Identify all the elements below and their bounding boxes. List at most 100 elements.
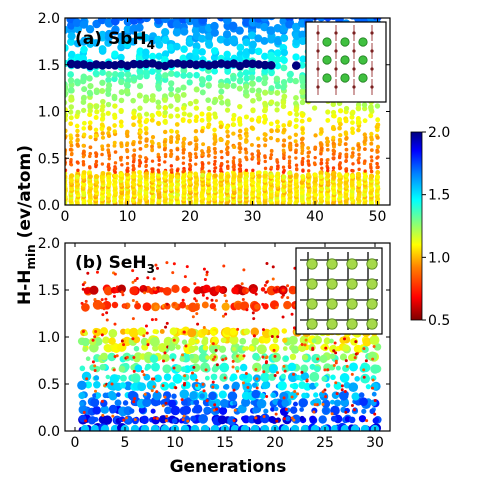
data-point — [273, 354, 277, 358]
data-point — [135, 277, 139, 281]
data-point — [350, 130, 355, 135]
data-point — [205, 399, 209, 403]
data-point — [213, 166, 217, 170]
data-point — [84, 419, 88, 423]
data-point — [175, 174, 180, 180]
data-point — [223, 83, 231, 90]
data-point — [179, 356, 185, 362]
data-point — [159, 329, 165, 334]
data-point — [99, 79, 106, 86]
data-point — [171, 418, 178, 424]
data-point — [189, 353, 195, 359]
data-point — [301, 392, 308, 399]
data-point — [276, 371, 280, 375]
data-point — [105, 91, 112, 97]
data-point — [351, 169, 355, 173]
data-point — [285, 416, 291, 422]
data-point — [309, 363, 316, 370]
data-point — [254, 47, 263, 56]
data-point — [193, 282, 197, 286]
data-point — [290, 416, 294, 420]
data-point — [81, 154, 86, 159]
data-point — [69, 143, 74, 148]
data-point — [282, 396, 286, 400]
data-point — [251, 382, 258, 388]
data-point — [236, 369, 240, 373]
data-point — [274, 101, 280, 107]
data-point — [175, 155, 180, 159]
data-point — [292, 418, 296, 422]
data-point — [219, 406, 228, 415]
data-point — [312, 161, 317, 165]
data-point — [99, 363, 106, 371]
data-point — [144, 156, 148, 160]
data-point — [112, 143, 117, 148]
data-point — [219, 164, 223, 168]
data-point — [112, 368, 116, 372]
data-point — [251, 155, 255, 160]
data-point — [321, 399, 331, 409]
data-point — [293, 132, 299, 137]
data-point — [93, 380, 101, 389]
data-point — [343, 390, 347, 394]
data-point — [315, 403, 319, 407]
data-point — [102, 415, 113, 425]
y-tick-label: 1.0 — [38, 330, 60, 346]
data-point — [210, 298, 214, 302]
data-point — [299, 137, 305, 142]
band-point — [135, 60, 145, 69]
data-point — [282, 364, 286, 368]
data-point — [101, 313, 105, 317]
data-point — [241, 415, 251, 424]
data-point — [300, 113, 306, 119]
data-point — [155, 104, 162, 110]
panel-b-points — [77, 260, 382, 431]
data-point — [289, 383, 295, 389]
data-point — [79, 401, 85, 407]
data-point — [65, 18, 68, 19]
data-point — [173, 42, 181, 51]
data-point — [231, 131, 236, 136]
data-point — [236, 327, 240, 331]
data-point — [217, 82, 224, 89]
data-point — [218, 137, 223, 143]
x-tick: 15 — [216, 243, 234, 451]
data-point — [231, 346, 237, 352]
data-point — [137, 164, 142, 168]
data-point — [113, 322, 117, 326]
data-point — [261, 108, 268, 114]
data-point — [83, 287, 91, 295]
data-point — [272, 398, 279, 405]
data-point — [188, 164, 193, 168]
data-point — [150, 389, 154, 393]
data-point — [275, 305, 279, 309]
data-point — [164, 419, 168, 423]
data-point — [165, 261, 169, 265]
data-point — [155, 99, 161, 106]
data-point — [205, 270, 209, 274]
data-point — [202, 325, 206, 329]
data-point — [188, 337, 196, 346]
data-point — [237, 141, 242, 146]
data-point — [131, 164, 135, 168]
data-point — [114, 399, 122, 407]
data-point — [91, 360, 95, 364]
data-point — [371, 391, 377, 397]
data-point — [131, 115, 137, 121]
data-point — [67, 71, 74, 78]
data-point — [236, 43, 245, 52]
data-point — [68, 104, 75, 110]
data-point — [113, 166, 118, 171]
data-point — [242, 268, 246, 272]
data-point — [110, 382, 114, 386]
data-point — [292, 326, 296, 330]
data-point — [282, 337, 288, 343]
data-point — [280, 48, 289, 57]
data-point — [90, 424, 100, 431]
data-point — [358, 392, 365, 398]
data-point — [79, 365, 86, 372]
data-point — [138, 161, 143, 165]
data-point — [245, 308, 249, 312]
data-point — [329, 353, 336, 360]
data-point — [281, 148, 286, 153]
